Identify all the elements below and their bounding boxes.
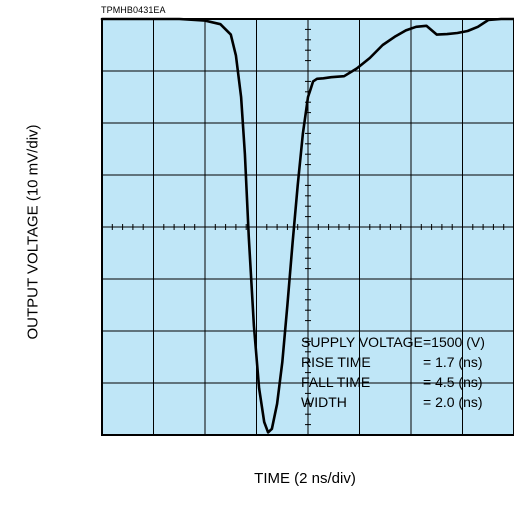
grid — [102, 19, 514, 435]
annotation-width-value: = 2.0 (ns) — [423, 394, 483, 410]
trace — [100, 17, 514, 434]
annotation-rise-time-value: = 1.7 (ns) — [423, 354, 483, 370]
annotation-width-label: WIDTH — [301, 394, 347, 410]
annotation-fall-time-label: FALL TIME — [301, 374, 371, 390]
center-axis-ticks — [111, 28, 505, 426]
annotation-supply-voltage-label: SUPPLY VOLTAGE — [301, 334, 423, 350]
annotation-rise-time-label: RISE TIME — [301, 354, 371, 370]
waveform-line — [100, 17, 514, 434]
figure-code: TPMHB0431EA — [101, 5, 166, 15]
annotation-fall-time-value: = 4.5 (ns) — [423, 374, 483, 390]
x-axis-label: TIME (2 ns/div) — [254, 470, 356, 487]
y-axis-label: OUTPUT VOLTAGE (10 mV/div) — [24, 124, 42, 340]
annotation-supply-voltage-value: =1500 (V) — [423, 334, 485, 350]
